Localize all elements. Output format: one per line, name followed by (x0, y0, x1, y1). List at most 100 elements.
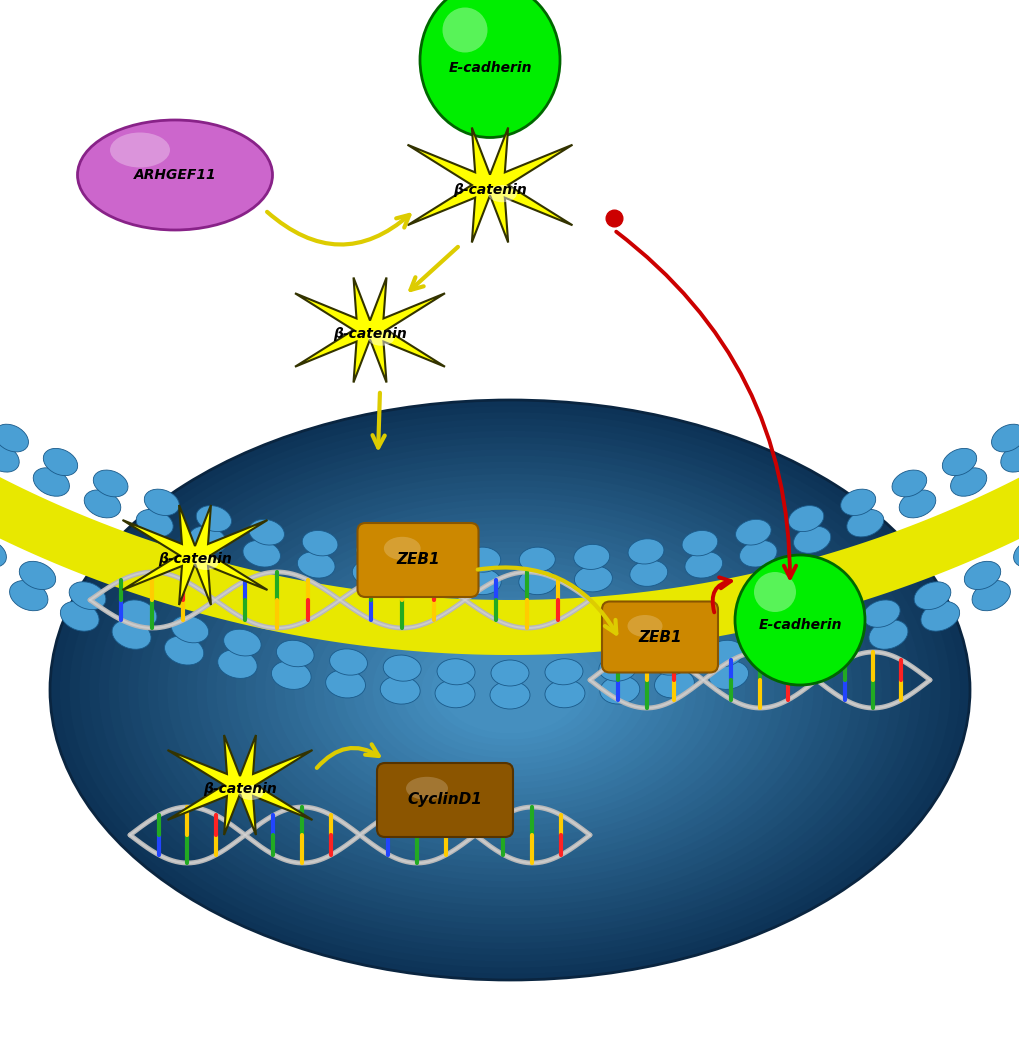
Ellipse shape (138, 456, 881, 925)
Ellipse shape (323, 573, 696, 808)
Ellipse shape (708, 661, 748, 689)
Polygon shape (294, 277, 444, 382)
Ellipse shape (383, 537, 420, 559)
Ellipse shape (840, 489, 875, 516)
Ellipse shape (60, 406, 959, 974)
Ellipse shape (137, 510, 173, 537)
Text: β-catenin: β-catenin (452, 183, 527, 196)
Ellipse shape (868, 620, 907, 649)
Ellipse shape (298, 551, 334, 578)
Ellipse shape (412, 628, 607, 752)
Ellipse shape (325, 670, 365, 698)
Ellipse shape (112, 620, 151, 649)
Ellipse shape (69, 581, 106, 609)
Ellipse shape (186, 486, 833, 894)
Ellipse shape (574, 544, 609, 570)
Ellipse shape (899, 490, 934, 518)
Ellipse shape (235, 517, 784, 863)
FancyBboxPatch shape (357, 523, 478, 597)
Ellipse shape (128, 449, 891, 931)
Ellipse shape (99, 431, 920, 949)
Ellipse shape (735, 555, 864, 685)
Ellipse shape (274, 542, 745, 839)
Ellipse shape (246, 523, 773, 856)
Ellipse shape (788, 506, 823, 531)
Ellipse shape (157, 468, 862, 912)
Ellipse shape (753, 572, 795, 612)
Text: E-cadherin: E-cadherin (757, 618, 841, 632)
Ellipse shape (189, 526, 226, 553)
Ellipse shape (391, 616, 628, 764)
Ellipse shape (440, 647, 579, 734)
Ellipse shape (363, 597, 656, 783)
Ellipse shape (793, 526, 830, 553)
Ellipse shape (574, 566, 611, 592)
Text: ZEB1: ZEB1 (395, 552, 439, 568)
Ellipse shape (598, 655, 636, 681)
Ellipse shape (406, 776, 447, 800)
FancyBboxPatch shape (377, 763, 513, 837)
Ellipse shape (120, 600, 157, 627)
Ellipse shape (109, 437, 910, 944)
Ellipse shape (193, 555, 218, 570)
Ellipse shape (177, 481, 842, 900)
Ellipse shape (971, 580, 1010, 610)
Ellipse shape (519, 569, 556, 595)
Ellipse shape (629, 561, 667, 586)
Ellipse shape (862, 600, 899, 627)
Ellipse shape (171, 616, 209, 643)
Ellipse shape (758, 629, 796, 656)
Polygon shape (408, 128, 572, 243)
Ellipse shape (519, 547, 554, 572)
Ellipse shape (217, 650, 257, 679)
Ellipse shape (196, 506, 231, 531)
Ellipse shape (420, 0, 559, 137)
Ellipse shape (93, 470, 127, 497)
Ellipse shape (19, 562, 56, 590)
FancyBboxPatch shape (601, 601, 717, 673)
Ellipse shape (685, 551, 721, 578)
Ellipse shape (353, 591, 666, 789)
Ellipse shape (815, 636, 855, 665)
Ellipse shape (294, 554, 725, 826)
Ellipse shape (284, 548, 735, 832)
Ellipse shape (164, 636, 204, 665)
Ellipse shape (382, 609, 637, 770)
Ellipse shape (343, 584, 676, 795)
Text: β-catenin: β-catenin (158, 552, 231, 566)
Ellipse shape (544, 680, 584, 708)
Text: CyclinD1: CyclinD1 (408, 792, 482, 808)
Ellipse shape (942, 448, 976, 475)
Ellipse shape (380, 676, 420, 704)
Ellipse shape (463, 569, 500, 595)
Ellipse shape (401, 622, 618, 758)
Ellipse shape (489, 681, 530, 709)
Ellipse shape (302, 530, 337, 556)
Ellipse shape (920, 601, 959, 631)
Ellipse shape (950, 468, 985, 496)
Ellipse shape (442, 7, 487, 53)
Ellipse shape (314, 567, 705, 814)
Ellipse shape (1013, 539, 1019, 568)
Ellipse shape (599, 676, 639, 704)
Ellipse shape (544, 659, 583, 685)
Ellipse shape (352, 561, 390, 586)
Text: β-catenin: β-catenin (333, 327, 407, 342)
Ellipse shape (408, 566, 445, 592)
Ellipse shape (735, 519, 770, 545)
Ellipse shape (50, 400, 969, 980)
Ellipse shape (368, 330, 394, 346)
Ellipse shape (963, 562, 1000, 590)
Ellipse shape (34, 468, 69, 496)
Ellipse shape (410, 544, 445, 570)
Ellipse shape (118, 443, 901, 937)
Ellipse shape (304, 561, 715, 820)
Ellipse shape (356, 539, 391, 564)
Ellipse shape (435, 680, 475, 708)
Ellipse shape (652, 649, 690, 675)
Ellipse shape (265, 536, 754, 845)
Ellipse shape (990, 425, 1019, 452)
Text: E-cadherin: E-cadherin (447, 61, 531, 75)
Ellipse shape (490, 660, 529, 686)
Ellipse shape (913, 581, 950, 609)
